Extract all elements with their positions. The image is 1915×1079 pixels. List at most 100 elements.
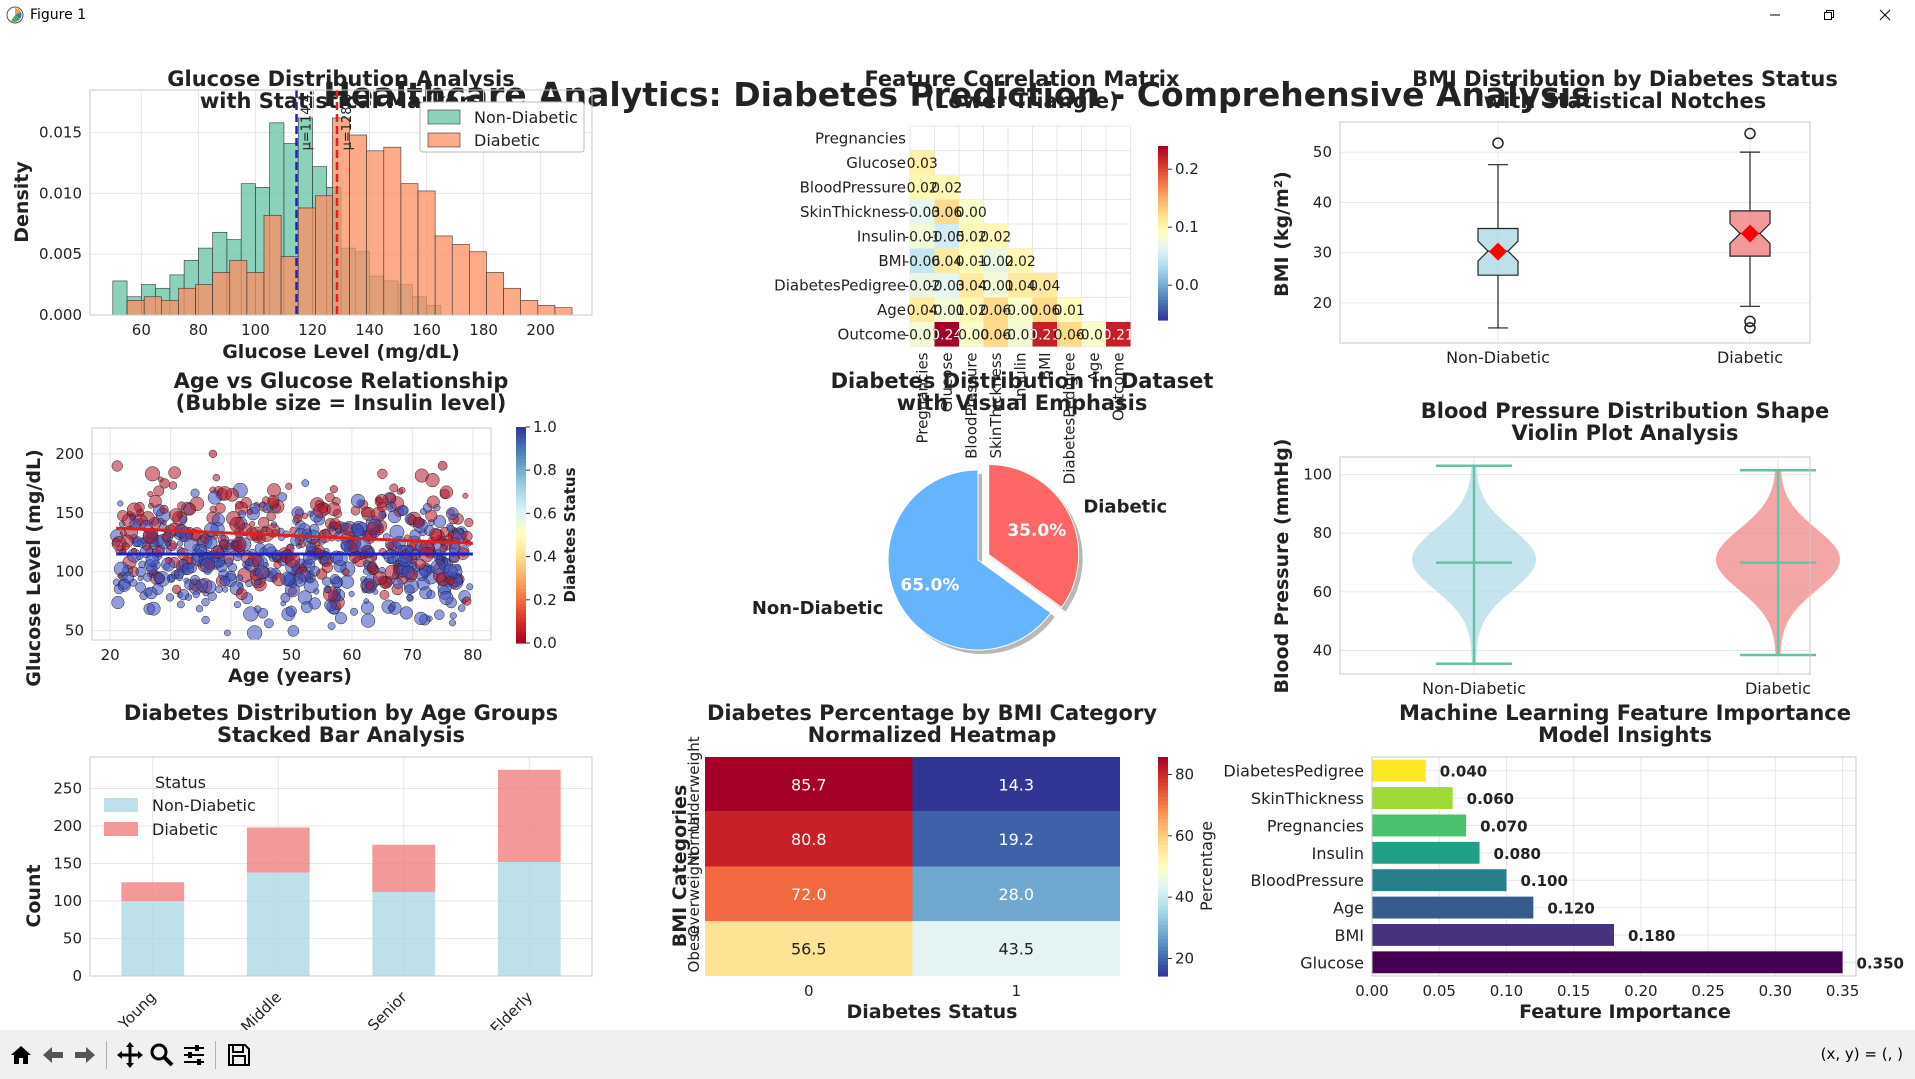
home-button[interactable]	[6, 1040, 36, 1070]
y-tick-label: Age	[1333, 899, 1364, 918]
heatmap-cell	[910, 175, 935, 200]
axes-frame	[91, 427, 492, 641]
column-label: DiabetesPedigree	[1060, 353, 1078, 485]
scatter-point	[171, 584, 182, 595]
chart-title: Model Insights	[1538, 723, 1712, 747]
scatter-point	[237, 582, 244, 588]
scatter-point	[177, 600, 185, 609]
row-label: BMI	[878, 252, 906, 270]
bar-value-label: 0.080	[1494, 845, 1541, 863]
forward-icon	[75, 1046, 95, 1063]
scatter-point	[168, 481, 178, 490]
colorbar-segment	[1158, 965, 1168, 970]
colorbar-segment	[1158, 786, 1168, 791]
heatmap-cell	[959, 248, 984, 273]
y-tick-label: 150	[53, 855, 82, 873]
configure-subplots-button[interactable]	[179, 1040, 209, 1070]
colorbar-segment	[1158, 961, 1168, 966]
back-button[interactable]	[38, 1040, 68, 1070]
colorbar-segment	[516, 491, 526, 496]
maximize-button[interactable]	[1806, 0, 1852, 30]
scatter-point	[229, 516, 245, 533]
colorbar-segment	[516, 517, 526, 522]
row-label: DiabetesPedigree	[774, 276, 906, 294]
histogram-bar	[126, 300, 145, 316]
column-label: SkinThickness	[987, 352, 1005, 458]
colorbar-segment	[1158, 267, 1168, 272]
y-tick-label: 200	[55, 445, 84, 463]
colorbar-segment	[1158, 771, 1168, 776]
scatter-point	[426, 565, 435, 574]
colorbar-segment	[1158, 253, 1168, 257]
scatter-point	[293, 514, 302, 523]
heatmap-cell	[910, 199, 935, 224]
forward-button[interactable]	[70, 1040, 100, 1070]
zoom-button[interactable]	[147, 1040, 177, 1070]
scatter-point	[195, 579, 209, 592]
scatter-point	[224, 557, 234, 567]
outlier-point	[1744, 315, 1756, 328]
x-tick-label: Senior	[364, 988, 411, 1030]
heatmap-cell	[1008, 322, 1033, 347]
cell-annotation: 0.04	[956, 278, 987, 294]
scatter-point	[378, 511, 387, 519]
scatter-point	[449, 612, 457, 620]
y-tick-label: 100	[1303, 466, 1332, 484]
heatmap-cell	[910, 273, 935, 298]
heatmap-cell	[912, 866, 1120, 922]
importance-bar	[1372, 923, 1614, 946]
importance-bar	[1372, 951, 1843, 974]
colorbar-segment	[516, 571, 526, 576]
save-button[interactable]	[224, 1040, 254, 1070]
chart-title: Age vs Glucose Relationship	[174, 369, 509, 393]
heatmap-cell	[959, 199, 984, 224]
cell-annotation: 0.02	[956, 303, 987, 319]
colorbar-segment	[516, 635, 526, 640]
glucose-histogram: μ=114.4 μ=128.6	[90, 90, 592, 316]
colorbar-segment	[516, 574, 526, 579]
colorbar-segment	[1158, 175, 1168, 179]
column-label: Age	[1085, 353, 1103, 382]
axes-frame	[1371, 756, 1857, 977]
colorbar-segment	[1158, 826, 1168, 831]
histogram-bar	[178, 287, 196, 316]
colorbar-segment	[1158, 146, 1168, 150]
colorbar-segment	[516, 434, 526, 439]
colorbar-segment	[1158, 778, 1168, 784]
scatter-point	[232, 541, 239, 547]
scatter-point	[249, 521, 256, 527]
scatter-point	[145, 586, 158, 600]
scatter-point	[464, 517, 474, 528]
scatter-point	[434, 609, 445, 620]
scatter-point	[340, 575, 355, 589]
pie-slice	[988, 464, 1080, 609]
scatter-point	[457, 604, 466, 612]
minimize-button[interactable]	[1752, 0, 1798, 30]
matplotlib-app-icon	[6, 6, 24, 24]
colorbar-tick-label: 1.0	[533, 418, 557, 436]
heatmap-cell	[934, 273, 959, 298]
bmi-category-heatmap: 85.7 14.3 80.8 19.2 72.0 28.0 56.5 43.5	[705, 757, 1120, 976]
heatmap-cell	[1106, 322, 1131, 347]
figure-canvas[interactable]: Healthcare Analytics: Diabetes Predictio…	[0, 30, 1915, 1030]
scatter-point	[437, 460, 448, 471]
scatter-point	[350, 493, 366, 508]
blood-pressure-violin	[1340, 457, 1840, 674]
pan-button[interactable]	[115, 1040, 145, 1070]
colorbar-segment	[516, 477, 526, 482]
scatter-point	[168, 466, 181, 479]
mean-label: μ=114.4	[300, 94, 315, 150]
colorbar-segment	[1158, 822, 1168, 827]
heatmap-cell	[934, 322, 959, 347]
legend-swatch	[104, 798, 138, 812]
colorbar-segment	[516, 589, 526, 594]
y-tick-label: BloodPressure	[1251, 871, 1364, 890]
x-tick-label: 120	[298, 321, 327, 339]
histogram-bar	[554, 307, 573, 316]
colorbar-tick-label: 0.0	[533, 634, 557, 652]
colorbar-segment	[1158, 256, 1168, 260]
colorbar-segment	[1158, 169, 1168, 173]
y-tick-label: Insulin	[1312, 844, 1364, 863]
row-label: BloodPressure	[800, 178, 906, 196]
close-button[interactable]	[1862, 0, 1908, 30]
